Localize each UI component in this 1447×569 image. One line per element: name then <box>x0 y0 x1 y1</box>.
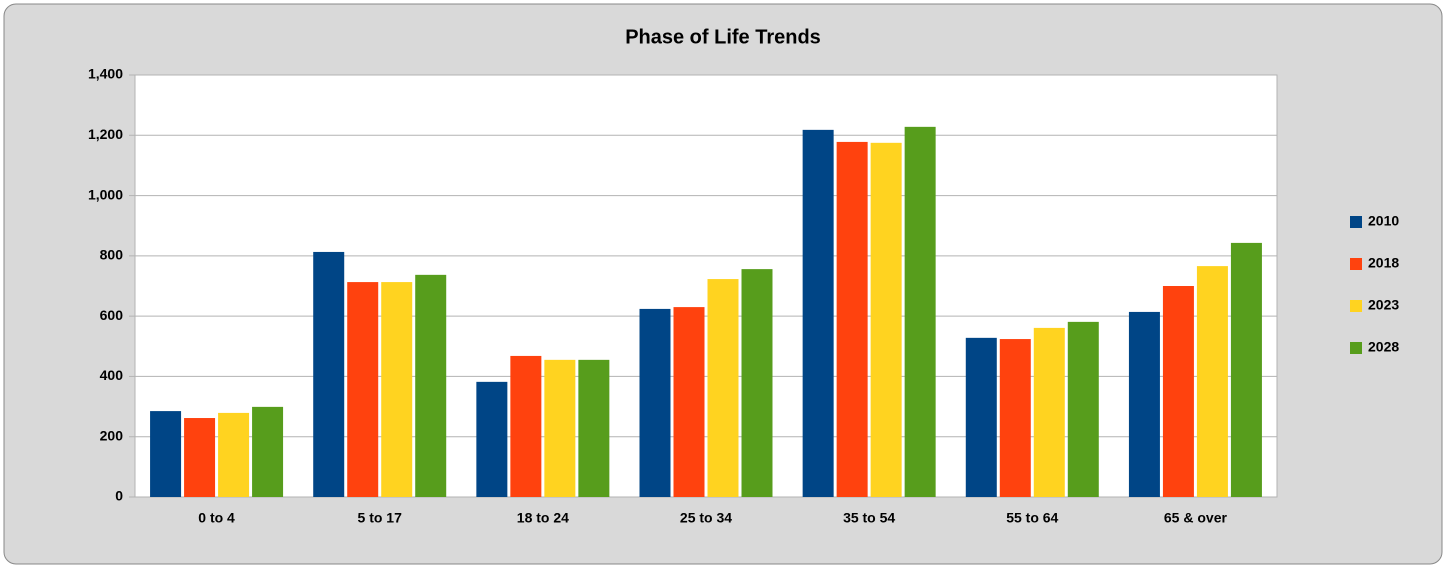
bar <box>313 251 345 497</box>
legend-label: 2028 <box>1368 339 1399 355</box>
bar <box>252 406 284 497</box>
bar <box>1162 286 1194 497</box>
bar <box>415 274 447 497</box>
bar <box>999 339 1031 497</box>
bar <box>741 269 773 497</box>
legend-swatch <box>1350 258 1362 270</box>
bar <box>904 126 936 498</box>
legend-label: 2018 <box>1368 255 1399 271</box>
bar <box>673 307 705 497</box>
bar <box>639 308 671 497</box>
bar <box>1230 242 1262 497</box>
bar <box>1033 327 1065 497</box>
y-tick-label: 600 <box>100 307 124 323</box>
plot-area <box>134 74 1278 498</box>
bar <box>544 359 576 497</box>
y-tick-label: 400 <box>100 367 124 383</box>
bar <box>218 412 250 497</box>
x-tick-label: 35 to 54 <box>843 510 895 526</box>
x-tick-label: 18 to 24 <box>517 510 569 526</box>
bar <box>578 359 610 497</box>
bar <box>870 142 902 498</box>
bar <box>150 411 182 497</box>
x-tick-label: 55 to 64 <box>1006 510 1058 526</box>
bar <box>184 418 216 497</box>
legend-swatch <box>1350 300 1362 312</box>
legend-label: 2023 <box>1368 297 1399 313</box>
y-tick-label: 0 <box>115 488 123 504</box>
bar <box>965 337 997 497</box>
y-tick-label: 200 <box>100 427 124 443</box>
bar <box>476 381 508 497</box>
x-tick-label: 65 & over <box>1164 510 1228 526</box>
bar <box>381 282 413 497</box>
chart-title: Phase of Life Trends <box>625 26 821 48</box>
legend-label: 2010 <box>1368 213 1399 229</box>
x-tick-label: 0 to 4 <box>198 510 235 526</box>
y-tick-label: 1,400 <box>88 66 123 82</box>
bar <box>1128 311 1160 497</box>
x-tick-label: 25 to 34 <box>680 510 732 526</box>
y-tick-label: 1,000 <box>88 186 123 202</box>
bar <box>836 141 868 497</box>
bar <box>1196 266 1228 497</box>
bar <box>510 355 542 497</box>
legend-swatch <box>1350 342 1362 354</box>
bar <box>1067 321 1099 497</box>
y-tick-label: 800 <box>100 247 124 263</box>
bar <box>707 279 739 497</box>
bar <box>347 282 379 497</box>
x-tick-label: 5 to 17 <box>358 510 403 526</box>
y-tick-label: 1,200 <box>88 126 123 142</box>
bar <box>802 129 834 498</box>
legend-swatch <box>1350 216 1362 228</box>
